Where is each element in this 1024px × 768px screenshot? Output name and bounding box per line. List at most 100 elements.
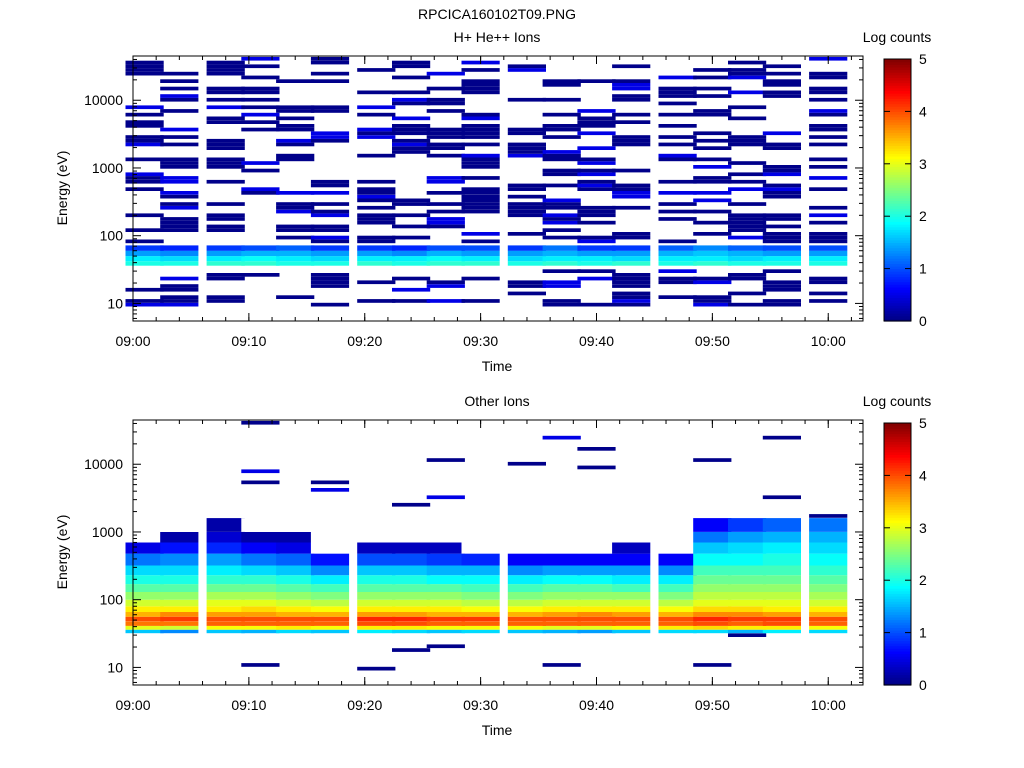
sparse-count-cell (206, 142, 245, 147)
sparse-count-cell (125, 135, 164, 139)
colorbar-segment (884, 237, 911, 241)
sparse-count-cell (125, 105, 164, 110)
heatmap-cell (612, 616, 651, 622)
colorbar-segment (884, 221, 911, 225)
sparse-count-cell (276, 235, 315, 240)
x-tick-label: 09:50 (695, 333, 730, 349)
sparse-count-cell (658, 90, 697, 95)
colorbar-segment (884, 229, 911, 233)
heatmap-cell (507, 592, 546, 600)
sparse-count-cell (461, 239, 500, 244)
colorbar-frame (883, 58, 912, 322)
heatmap-cell (206, 261, 245, 266)
y-tick-label: 100 (100, 592, 124, 608)
colorbar-segment (884, 603, 911, 607)
colorbar-segment (884, 611, 911, 615)
heatmap-cell (125, 625, 164, 630)
sparse-count-cell (612, 284, 651, 288)
heatmap-cell (206, 542, 245, 554)
colorbar-segment (884, 525, 911, 529)
sparse-count-cell (693, 232, 732, 236)
colorbar-segment (884, 103, 911, 107)
sparse-count-cell (241, 56, 280, 61)
heatmap-cell (426, 532, 465, 543)
heatmap-cell (392, 542, 431, 554)
heatmap-cell (357, 250, 396, 257)
heatmap-cell (357, 599, 396, 607)
sparse-count-cell (461, 205, 500, 210)
colorbar-segment (884, 121, 911, 126)
heatmap-cell (693, 629, 732, 634)
sparse-count-cell (461, 187, 500, 191)
x-tick-label: 09:40 (579, 697, 614, 713)
sparse-count-cell (809, 86, 848, 91)
sparse-count-cell (310, 224, 350, 229)
sparse-count-cell (125, 302, 164, 307)
sparse-count-cell (577, 276, 616, 281)
heatmap-cell (693, 542, 732, 554)
colorbar-segment (884, 200, 911, 204)
sparse-count-cell (693, 191, 732, 195)
heatmap-cell (357, 261, 396, 266)
sparse-count-cell (762, 280, 801, 285)
colorbar-segment (884, 598, 911, 602)
sparse-count-cell (125, 239, 164, 244)
heatmap-cell (728, 575, 767, 585)
sparse-count-cell (125, 287, 164, 292)
sparse-count-cell (762, 302, 801, 307)
sparse-count-cell (392, 648, 431, 652)
sparse-count-cell (206, 179, 245, 184)
sparse-count-cell (507, 142, 546, 147)
sparse-count-cell (276, 153, 315, 158)
sparse-count-cell (728, 75, 767, 80)
heatmap-cell (612, 606, 651, 612)
colorbar-segment (884, 464, 911, 469)
sparse-count-cell (461, 127, 500, 132)
heatmap-cell (693, 611, 732, 617)
heatmap-cell (728, 565, 767, 576)
colorbar-segment (884, 682, 911, 686)
sparse-count-cell (160, 202, 199, 206)
sparse-count-cell (728, 138, 767, 143)
sparse-count-cell (160, 109, 199, 113)
heatmap-cell (577, 625, 616, 630)
sparse-count-cell (125, 120, 164, 124)
heatmap-cell (461, 592, 500, 600)
x-tick-label: 09:30 (463, 697, 498, 713)
sparse-count-cell (507, 64, 546, 69)
heatmap-cell (206, 245, 245, 251)
heatmap-cell (612, 518, 651, 532)
heatmap-cell (426, 625, 465, 630)
colorbar-frame (883, 422, 912, 686)
sparse-count-cell (310, 273, 350, 277)
x-tick-label: 10:00 (811, 697, 846, 713)
sparse-count-cell (809, 176, 848, 180)
colorbar-segment (884, 449, 911, 453)
sparse-count-cell (206, 165, 245, 169)
sparse-count-cell (762, 71, 801, 76)
sparse-count-cell (577, 183, 616, 188)
colorbar-segment (884, 441, 911, 445)
sparse-count-cell (206, 116, 245, 121)
sparse-count-cell (426, 71, 465, 76)
colorbar-segment (884, 561, 911, 566)
heatmap-cell (206, 616, 245, 622)
heatmap-cell (542, 250, 581, 257)
heatmap-cell (426, 542, 465, 554)
heatmap-cell (160, 575, 199, 585)
heatmap-cell (310, 518, 350, 532)
heatmap-cell (310, 256, 350, 262)
colorbar-segment (884, 205, 911, 209)
colorbar-segment (884, 588, 911, 592)
heatmap-cell (809, 261, 848, 266)
sparse-count-cell (542, 112, 581, 117)
colorbar-segment (884, 517, 911, 521)
heatmap-cell (577, 592, 616, 600)
sparse-count-cell (693, 86, 732, 91)
sparse-count-cell (206, 213, 245, 218)
heatmap-cell (542, 565, 581, 576)
colorbar-segment (884, 145, 911, 149)
heatmap-cell (160, 532, 199, 543)
heatmap-cell (809, 250, 848, 257)
sparse-count-cell (507, 284, 546, 288)
